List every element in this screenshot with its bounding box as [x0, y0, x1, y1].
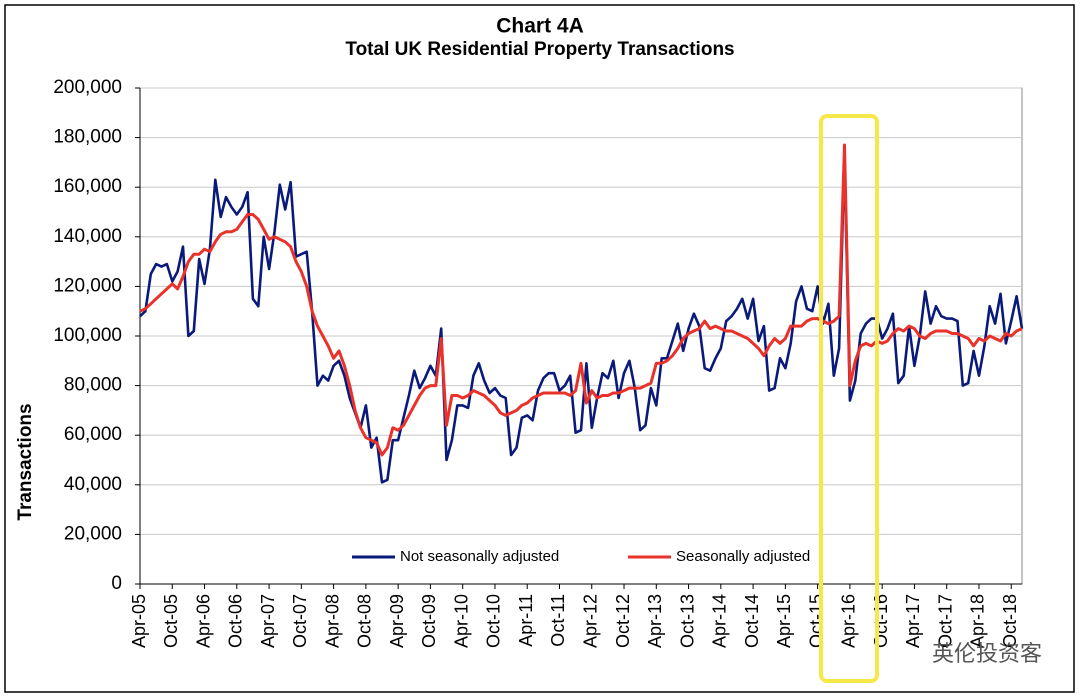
- x-tick-label: Oct-09: [419, 594, 439, 648]
- x-tick-label: Apr-05: [129, 594, 149, 648]
- y-tick-label: 120,000: [53, 275, 122, 296]
- x-tick-label: Oct-07: [290, 594, 310, 648]
- y-tick-label: 40,000: [64, 474, 122, 495]
- x-tick-label: Oct-11: [548, 594, 568, 647]
- chart-title: Chart 4A: [496, 15, 584, 38]
- highlight-box: [819, 114, 879, 683]
- y-tick-label: 200,000: [53, 77, 122, 98]
- watermark: 英伦投资客: [932, 641, 1042, 666]
- x-tick-label: Apr-16: [839, 594, 859, 648]
- x-tick-label: Apr-06: [193, 594, 213, 648]
- x-tick-label: Apr-08: [322, 594, 342, 648]
- x-tick-label: Oct-08: [355, 594, 375, 648]
- x-tick-label: Oct-18: [1000, 594, 1020, 648]
- x-tick-label: Oct-16: [871, 594, 891, 648]
- x-tick-label: Oct-13: [677, 594, 697, 648]
- y-axis-label: Transactions: [15, 403, 36, 520]
- x-tick-label: Apr-18: [968, 594, 988, 648]
- x-tick-label: Apr-10: [451, 594, 471, 648]
- y-tick-label: 0: [111, 573, 122, 594]
- x-tick-label: Apr-12: [581, 594, 601, 648]
- x-tick-label: Oct-17: [935, 594, 955, 648]
- x-tick-label: Apr-07: [258, 594, 278, 648]
- legend-label: Not seasonally adjusted: [400, 548, 559, 565]
- chart-subtitle: Total UK Residential Property Transactio…: [345, 39, 734, 60]
- x-tick-label: Apr-15: [774, 594, 794, 648]
- y-tick-label: 140,000: [53, 226, 122, 247]
- x-tick-label: Oct-10: [484, 594, 504, 648]
- x-tick-label: Oct-14: [742, 594, 762, 648]
- x-tick-label: Apr-11: [516, 594, 536, 647]
- grid: 0 20,000 40,000 60,000 80,000 100,000 120,000 1…: [53, 77, 1022, 648]
- x-tick-label: Oct-05: [161, 594, 181, 648]
- x-tick-label: Apr-13: [645, 594, 665, 648]
- x-tick-label: Apr-17: [903, 594, 923, 648]
- x-tick-label: Apr-09: [387, 594, 407, 648]
- y-tick-label: 160,000: [53, 176, 122, 197]
- x-tick-label: Oct-12: [613, 594, 633, 648]
- y-tick-label: 20,000: [64, 523, 122, 544]
- x-tick-label: Apr-14: [710, 594, 730, 648]
- y-tick-label: 60,000: [64, 424, 122, 445]
- y-tick-label: 80,000: [64, 375, 122, 396]
- y-tick-label: 180,000: [53, 127, 122, 148]
- y-tick-label: 100,000: [53, 325, 122, 346]
- legend-label: Seasonally adjusted: [676, 548, 810, 565]
- x-tick-label: Oct-06: [226, 594, 246, 648]
- x-tick-label: Oct-15: [806, 594, 826, 648]
- legend: Not seasonally adjusted Seasonally adjust…: [352, 548, 810, 565]
